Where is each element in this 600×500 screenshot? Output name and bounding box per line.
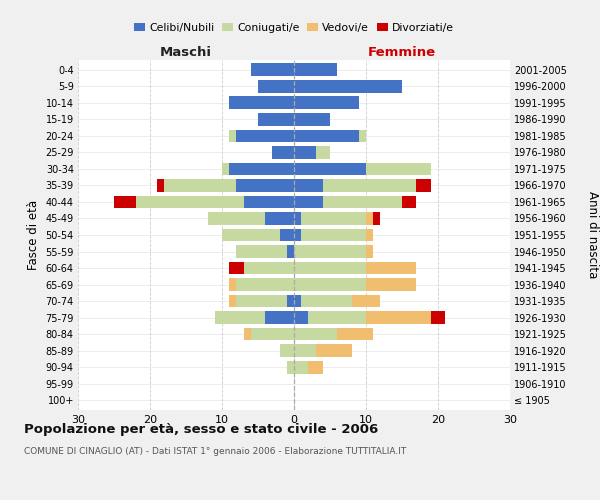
Bar [229, 294, 236, 308]
Legend: Celibi/Nubili, Coniugati/e, Vedovi/e, Divorziati/e: Celibi/Nubili, Coniugati/e, Vedovi/e, Di… [130, 18, 458, 37]
Bar [294, 96, 359, 110]
Bar [136, 196, 244, 208]
Bar [157, 179, 164, 192]
Bar [308, 311, 366, 324]
Bar [294, 228, 301, 241]
Bar [287, 360, 294, 374]
Bar [308, 360, 323, 374]
Y-axis label: Anni di nascita: Anni di nascita [586, 192, 599, 278]
Bar [366, 212, 373, 225]
Bar [236, 278, 294, 291]
Bar [431, 311, 445, 324]
Y-axis label: Fasce di età: Fasce di età [27, 200, 40, 270]
Bar [366, 162, 431, 175]
Bar [280, 228, 294, 241]
Bar [215, 311, 265, 324]
Bar [251, 64, 294, 76]
Bar [229, 262, 244, 274]
Bar [301, 212, 366, 225]
Bar [222, 228, 280, 241]
Bar [301, 228, 366, 241]
Bar [272, 146, 294, 159]
Bar [294, 130, 359, 142]
Bar [294, 360, 308, 374]
Bar [316, 344, 352, 357]
Bar [236, 294, 287, 308]
Bar [229, 96, 294, 110]
Bar [373, 212, 380, 225]
Bar [294, 278, 366, 291]
Bar [244, 328, 251, 340]
Bar [222, 162, 229, 175]
Text: Popolazione per età, sesso e stato civile - 2006: Popolazione per età, sesso e stato civil… [24, 422, 378, 436]
Bar [294, 196, 323, 208]
Bar [294, 146, 316, 159]
Bar [258, 80, 294, 93]
Bar [352, 294, 380, 308]
Bar [323, 196, 402, 208]
Bar [294, 262, 366, 274]
Bar [280, 344, 294, 357]
Text: Femmine: Femmine [368, 46, 436, 59]
Bar [294, 64, 337, 76]
Bar [294, 212, 301, 225]
Bar [236, 245, 287, 258]
Bar [294, 311, 308, 324]
Bar [294, 80, 402, 93]
Bar [229, 130, 236, 142]
Bar [366, 245, 373, 258]
Bar [366, 262, 416, 274]
Bar [316, 146, 330, 159]
Bar [114, 196, 136, 208]
Bar [208, 212, 265, 225]
Bar [229, 278, 236, 291]
Bar [301, 294, 352, 308]
Bar [323, 179, 416, 192]
Bar [366, 278, 416, 291]
Bar [265, 311, 294, 324]
Bar [164, 179, 236, 192]
Bar [287, 245, 294, 258]
Bar [258, 113, 294, 126]
Bar [229, 162, 294, 175]
Bar [294, 245, 366, 258]
Bar [294, 179, 323, 192]
Bar [294, 113, 330, 126]
Text: COMUNE DI CINAGLIO (AT) - Dati ISTAT 1° gennaio 2006 - Elaborazione TUTTITALIA.I: COMUNE DI CINAGLIO (AT) - Dati ISTAT 1° … [24, 448, 406, 456]
Bar [294, 294, 301, 308]
Bar [244, 262, 294, 274]
Bar [294, 344, 316, 357]
Bar [244, 196, 294, 208]
Bar [251, 328, 294, 340]
Bar [366, 228, 373, 241]
Bar [366, 311, 431, 324]
Bar [236, 130, 294, 142]
Text: Maschi: Maschi [160, 46, 212, 59]
Bar [337, 328, 373, 340]
Bar [236, 179, 294, 192]
Bar [265, 212, 294, 225]
Bar [402, 196, 416, 208]
Bar [359, 130, 366, 142]
Bar [287, 294, 294, 308]
Bar [294, 328, 337, 340]
Bar [416, 179, 431, 192]
Bar [294, 162, 366, 175]
